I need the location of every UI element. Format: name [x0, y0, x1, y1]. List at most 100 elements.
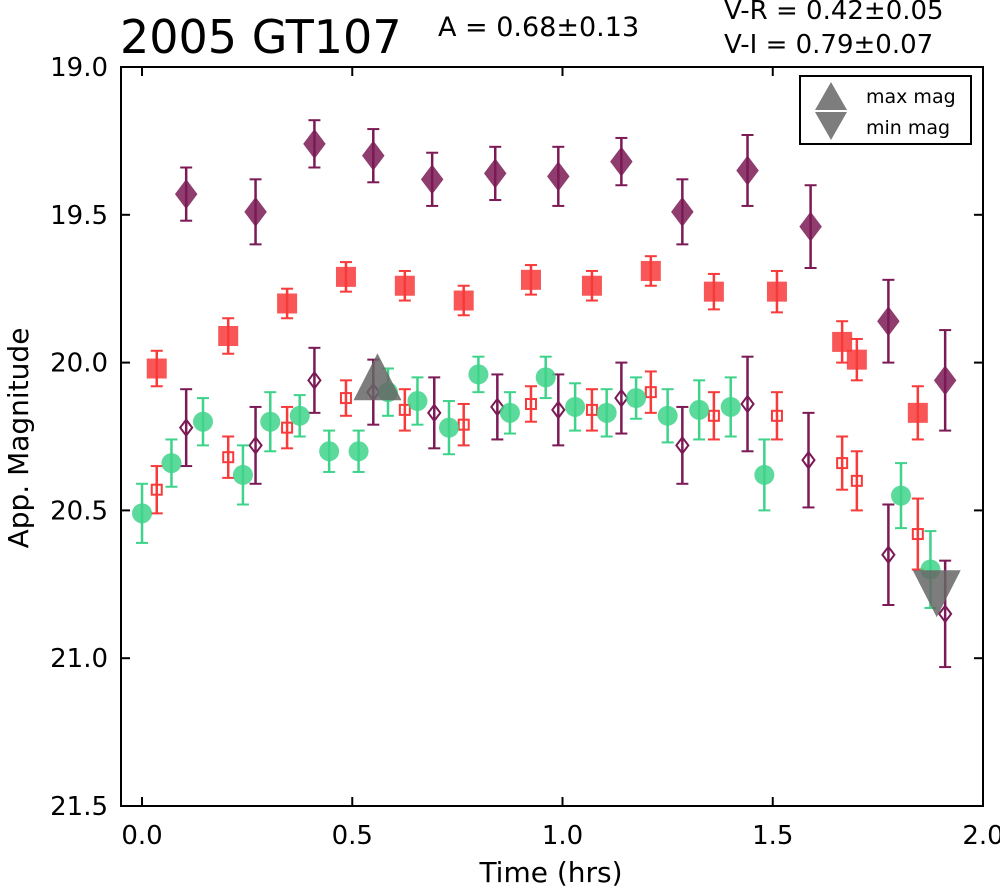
square-open-marker-11	[836, 457, 849, 470]
x-tick-label-1: 0.5	[332, 821, 373, 851]
diamond-open-marker-9	[740, 394, 755, 414]
diamond-filled-marker-7	[610, 146, 633, 177]
square-open-point-13	[911, 497, 924, 571]
legend-min-mag-marker	[815, 112, 847, 140]
circle-filled-marker-7	[348, 441, 369, 462]
circle-filled-point-17	[657, 388, 678, 444]
diamond-filled-point-0	[174, 166, 198, 222]
diamond-filled-point-3	[362, 128, 385, 184]
y-tick-label-3: 20.5	[50, 496, 108, 526]
circle-filled-marker-0	[132, 503, 153, 524]
diamond-open-point-0	[178, 388, 194, 468]
x-tick-label-3: 1.5	[752, 821, 793, 851]
circle-filled-point-6	[319, 429, 340, 473]
diamond-open-marker-0	[178, 417, 194, 438]
circle-filled-marker-16	[626, 388, 647, 409]
diamond-filled-marker-10	[799, 211, 822, 242]
circle-filled-marker-5	[289, 405, 310, 426]
data-marks	[132, 119, 961, 669]
diamond-open-point-10	[801, 411, 816, 509]
square-filled-point-5	[453, 284, 474, 317]
diamond-filled-point-12	[933, 329, 957, 432]
square-open-marker-1	[222, 451, 235, 464]
diamond-filled-marker-6	[547, 161, 570, 192]
diamond-open-point-9	[740, 355, 755, 453]
square-filled-marker-7	[581, 275, 602, 296]
diamond-filled-marker-12	[933, 365, 957, 396]
y-tick-label-5: 21.5	[50, 792, 108, 822]
square-open-point-3	[339, 379, 352, 417]
square-open-point-1	[222, 435, 235, 479]
x-tick-label-4: 2.0	[962, 821, 1000, 851]
circle-filled-marker-17	[657, 405, 678, 426]
diamond-open-point-7	[614, 361, 629, 435]
square-filled-marker-2	[277, 293, 298, 314]
square-open-marker-4	[398, 403, 411, 416]
square-open-point-4	[398, 388, 411, 432]
diamond-open-point-1	[248, 405, 263, 485]
square-open-marker-3	[339, 392, 352, 405]
circle-filled-point-3	[232, 444, 253, 506]
square-open-marker-10	[770, 409, 783, 422]
square-filled-point-13	[907, 385, 928, 441]
diamond-filled-marker-5	[483, 158, 507, 189]
diamond-filled-marker-1	[244, 196, 267, 227]
diamond-filled-marker-8	[671, 196, 694, 227]
circle-filled-marker-11	[468, 364, 489, 385]
square-open-point-2	[281, 405, 294, 450]
circle-filled-marker-4	[260, 411, 281, 432]
diamond-open-marker-1	[248, 435, 263, 456]
circle-filled-marker-6	[319, 441, 340, 462]
square-open-marker-8	[644, 386, 657, 399]
diamond-open-marker-7	[614, 388, 629, 408]
legend-min-mag-label: min mag	[866, 117, 950, 139]
square-filled-point-4	[394, 269, 415, 302]
circle-filled-point-19	[720, 376, 741, 438]
y-tick-label-4: 21.0	[50, 644, 108, 674]
circle-filled-marker-10	[438, 417, 459, 438]
diamond-open-point-2	[307, 346, 322, 414]
diamond-filled-marker-11	[877, 306, 900, 337]
square-open-marker-12	[850, 474, 863, 487]
square-filled-marker-0	[146, 358, 167, 379]
y-tick-label-1: 19.5	[50, 201, 108, 231]
diamond-open-marker-12	[937, 604, 953, 624]
square-filled-point-3	[335, 261, 356, 293]
square-filled-point-0	[146, 349, 167, 388]
circle-filled-point-1	[161, 438, 182, 488]
y-tick-label-0: 19.0	[50, 53, 108, 83]
diamond-filled-point-6	[547, 145, 570, 207]
y-axis-label: App. Magnitude	[2, 328, 35, 549]
circle-filled-marker-21	[891, 485, 912, 506]
square-filled-point-10	[766, 269, 787, 314]
square-filled-marker-4	[394, 275, 415, 296]
chart-title: 2005 GT107	[120, 10, 402, 64]
circle-filled-point-7	[348, 429, 369, 473]
diamond-filled-point-1	[244, 178, 267, 246]
circle-filled-point-14	[565, 382, 586, 432]
square-filled-point-1	[218, 317, 239, 355]
square-filled-marker-5	[453, 290, 474, 311]
square-open-point-7	[585, 388, 598, 432]
circle-filled-marker-12	[499, 402, 520, 423]
diamond-filled-point-8	[671, 178, 694, 246]
square-open-point-5	[457, 402, 470, 447]
square-filled-point-6	[520, 264, 541, 296]
square-filled-marker-13	[907, 402, 928, 423]
circle-filled-point-11	[468, 355, 489, 394]
diamond-filled-point-4	[420, 151, 444, 207]
square-filled-marker-9	[703, 281, 724, 302]
diamond-filled-point-11	[877, 278, 900, 364]
diamond-filled-marker-0	[174, 179, 198, 210]
circle-filled-point-20	[754, 438, 775, 512]
y-tick-label-2: 20.0	[50, 349, 108, 379]
circle-filled-point-4	[260, 391, 281, 453]
square-filled-marker-10	[766, 281, 787, 302]
triangle-up-extreme-marker	[353, 353, 402, 401]
circle-filled-marker-14	[565, 396, 586, 417]
circle-filled-marker-2	[192, 411, 213, 432]
circle-filled-marker-9	[407, 391, 428, 412]
square-open-point-11	[836, 435, 849, 491]
diamond-filled-marker-4	[420, 164, 444, 195]
